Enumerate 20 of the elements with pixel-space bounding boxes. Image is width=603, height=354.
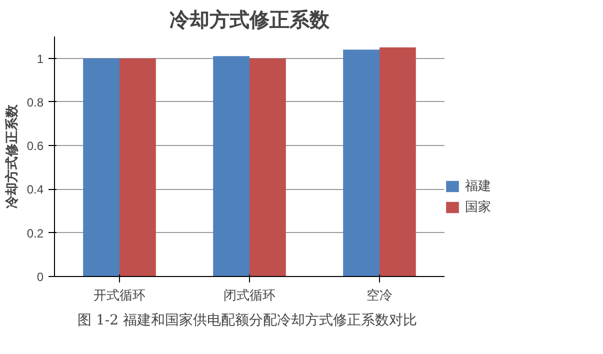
chart-title: 冷却方式修正系数 (170, 8, 330, 32)
x-tick-label: 开式循环 (94, 288, 146, 302)
y-axis-title: 冷却方式修正系数 (4, 104, 19, 208)
y-tick-label: 0.2 (26, 226, 44, 240)
x-tick-label: 闭式循环 (224, 288, 276, 302)
y-tick-label: 1 (36, 52, 44, 66)
y-tick-label: 0.6 (26, 139, 44, 154)
y-tick-label: 0.8 (26, 95, 44, 110)
caption: 图 1-2 福建和国家供电配额分配冷却方式修正系数对比 (78, 312, 418, 328)
bar (120, 58, 156, 276)
x-tick-label: 空冷 (366, 288, 392, 302)
legend-label: 国家 (465, 199, 492, 216)
legend-label: 福建 (465, 178, 492, 195)
bar (250, 58, 286, 276)
y-tick-label: 0.4 (26, 182, 44, 197)
bar (213, 56, 250, 276)
y-tick-label: 0 (36, 270, 44, 284)
bar (83, 58, 120, 276)
bar (343, 50, 380, 276)
bar (380, 47, 416, 276)
